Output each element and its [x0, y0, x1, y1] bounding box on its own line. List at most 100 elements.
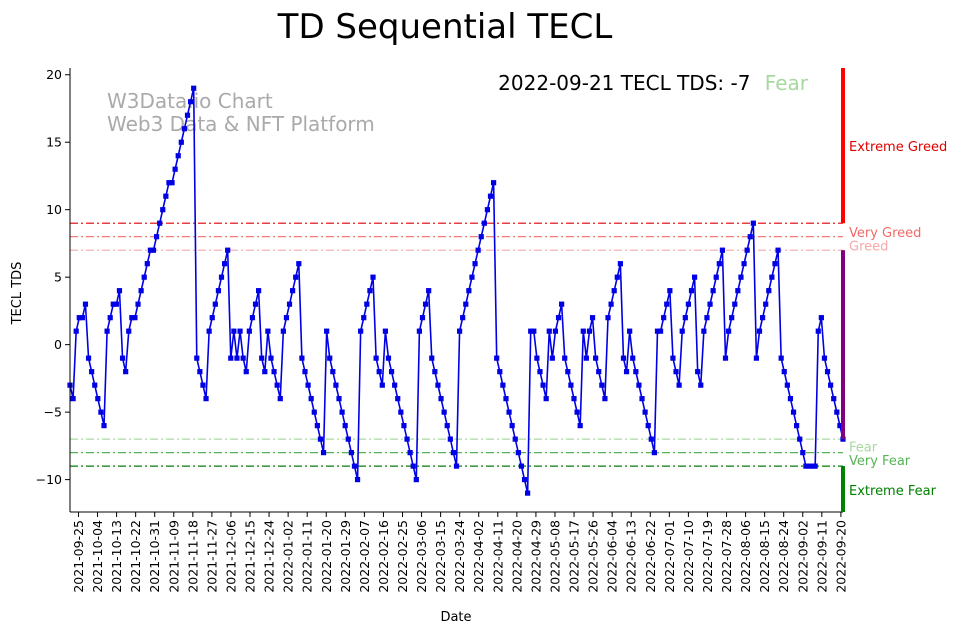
x-tick-label: 2022-06-13 [624, 520, 639, 593]
data-point [256, 288, 262, 294]
data-point [141, 274, 147, 280]
data-point [642, 409, 648, 415]
data-point [521, 477, 528, 483]
data-point [336, 396, 342, 402]
data-point [367, 288, 373, 294]
data-point [320, 450, 327, 456]
data-point [237, 328, 243, 334]
data-point [240, 355, 246, 361]
x-tick-label: 2022-06-22 [643, 520, 658, 593]
data-point [283, 315, 290, 321]
data-point [682, 315, 688, 321]
data-point [249, 315, 256, 321]
data-point [518, 463, 525, 469]
data-point [599, 382, 605, 388]
data-point [70, 396, 76, 402]
x-tick-label: 2022-08-15 [757, 520, 772, 593]
data-point [197, 369, 203, 375]
y-tick-label: 20 [46, 67, 62, 82]
data-point [410, 463, 416, 469]
data-point [506, 409, 512, 415]
data-point [327, 355, 333, 361]
data-point [704, 315, 710, 321]
data-point [132, 315, 138, 321]
data-point [812, 463, 818, 469]
data-point [512, 436, 518, 442]
data-point [286, 301, 293, 307]
data-point [181, 126, 188, 132]
data-point [815, 328, 821, 334]
data-point [559, 301, 565, 307]
x-tick-label: 2022-01-20 [319, 520, 334, 593]
data-point [515, 450, 521, 456]
data-point [549, 355, 555, 361]
data-point [577, 423, 583, 429]
data-point [209, 315, 215, 321]
data-point [497, 369, 503, 375]
data-point [713, 274, 719, 280]
data-point [627, 328, 633, 334]
x-ticks: 2021-09-25 2021-10-04 2021-10-13 2021-10-22… [71, 512, 848, 593]
data-point [670, 355, 676, 361]
data-point [463, 301, 469, 307]
data-point [602, 396, 608, 402]
data-point [661, 315, 667, 321]
data-point [311, 409, 317, 415]
data-point [361, 315, 367, 321]
x-tick-label: 2022-08-06 [738, 520, 753, 593]
data-point [460, 315, 466, 321]
data-point [623, 369, 630, 375]
data-point [95, 396, 101, 402]
x-tick-label: 2022-07-10 [681, 520, 696, 593]
data-point [116, 288, 123, 294]
data-point [491, 180, 497, 186]
data-point [147, 247, 153, 253]
extreme-fear-band [841, 466, 845, 512]
x-tick-label: 2022-06-04 [605, 520, 620, 593]
data-point [824, 369, 831, 375]
x-tick-label: 2022-05-17 [567, 520, 582, 593]
data-point [333, 382, 339, 388]
x-tick-label: 2021-12-15 [243, 520, 258, 593]
y-tick-label: 15 [46, 135, 62, 150]
data-point [435, 382, 441, 388]
data-point [194, 355, 200, 361]
data-point [608, 301, 614, 307]
data-point [778, 355, 784, 361]
watermark-line-2: Web3 Data & NFT Platform [107, 112, 375, 136]
data-point [101, 423, 107, 429]
data-point [144, 261, 150, 267]
data-point [178, 139, 184, 145]
data-point [673, 369, 679, 375]
data-point [104, 328, 110, 334]
data-point [667, 288, 673, 294]
zone-label-extreme-greed: Extreme Greed [849, 140, 947, 155]
data-point [531, 328, 537, 334]
data-point [370, 274, 376, 280]
status-annotation-status: Fear [765, 71, 809, 95]
data-point [481, 220, 487, 226]
data-point [657, 328, 664, 334]
data-point [790, 409, 797, 415]
data-point [540, 382, 546, 388]
data-point [725, 328, 732, 334]
x-tick-label: 2021-10-22 [128, 520, 143, 593]
data-point [509, 423, 515, 429]
data-point [438, 396, 444, 402]
x-tick-label: 2022-03-06 [414, 520, 429, 593]
data-point [373, 355, 379, 361]
data-point [654, 328, 661, 334]
data-point [191, 85, 197, 91]
data-point [274, 382, 280, 388]
x-tick-label: 2022-09-20 [833, 520, 848, 593]
data-point [806, 463, 812, 469]
data-point [376, 369, 382, 375]
data-point [73, 328, 79, 334]
zone-label-extreme-fear: Extreme Fear [849, 484, 937, 499]
x-tick-label: 2022-07-28 [719, 520, 734, 593]
x-tick-label: 2022-04-02 [471, 520, 486, 593]
data-point [392, 382, 398, 388]
data-point [339, 409, 345, 415]
data-point [589, 315, 596, 321]
data-point [225, 247, 231, 253]
